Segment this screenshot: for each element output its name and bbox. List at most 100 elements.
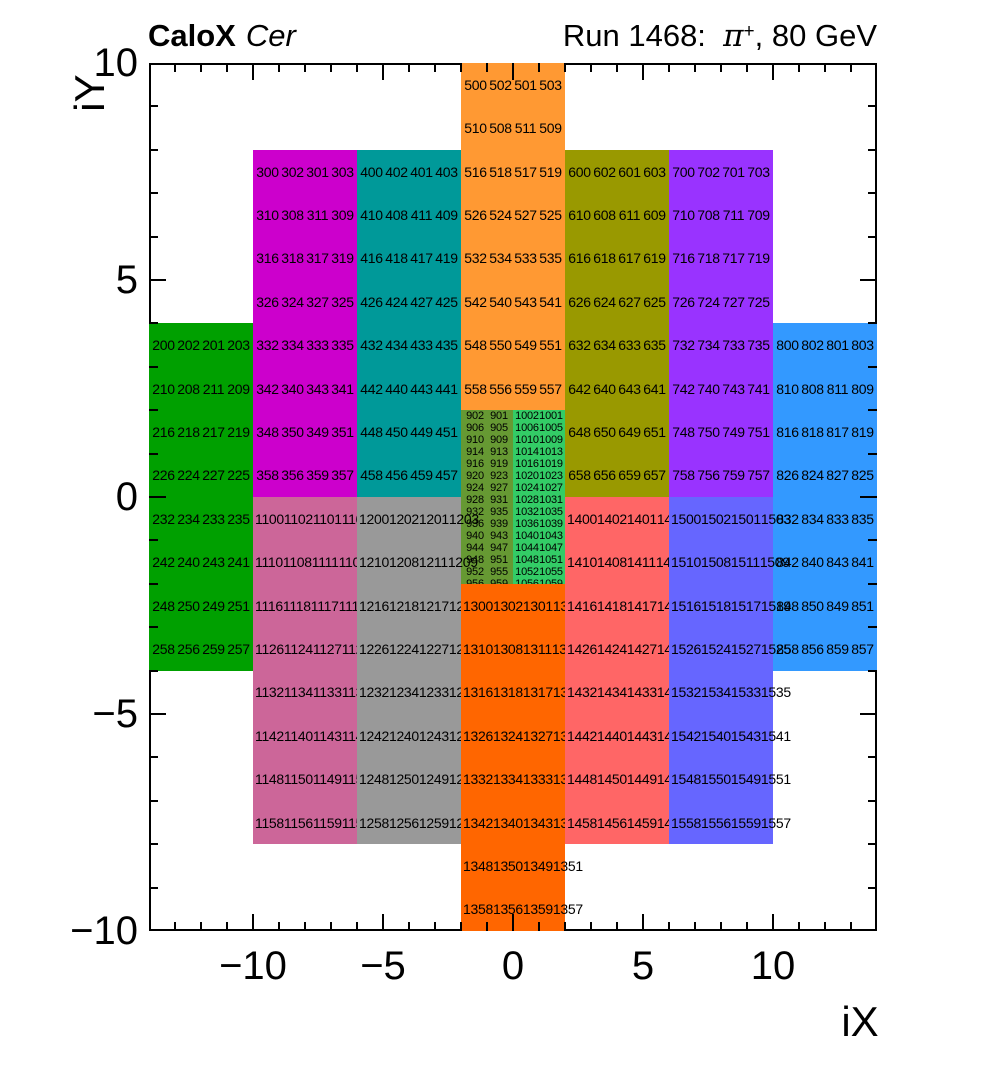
- channel-label: 1549: [730, 771, 761, 788]
- channel-label: 1052: [515, 566, 539, 579]
- x-minor-tick: [538, 922, 540, 931]
- cell-row: 526 524 527 525: [461, 193, 565, 236]
- channel-label: 733: [722, 337, 745, 354]
- channel-label: 1317: [522, 684, 553, 701]
- channel-label: 458: [360, 467, 383, 484]
- channel-label: 718: [697, 250, 720, 267]
- cell-row: 342 340 343 341: [253, 367, 357, 410]
- channel-label: 1433: [626, 684, 657, 701]
- channel-label: 725: [747, 293, 770, 310]
- channel-label: 916: [466, 458, 484, 471]
- channel-label: 1458: [567, 814, 597, 831]
- channel-label: 240: [177, 554, 200, 571]
- channel-label: 301: [306, 163, 329, 180]
- channel-label: 201: [202, 337, 225, 354]
- y-minor-tick-right: [868, 235, 877, 238]
- x-minor-tick: [720, 922, 722, 931]
- channel-label: 327: [306, 293, 329, 310]
- channel-label: 1511: [730, 554, 760, 571]
- channel-label: 1150: [283, 771, 313, 788]
- cell-row: 800 802 801 803: [773, 323, 877, 366]
- cell-row: 532 534 533 535: [461, 237, 565, 280]
- x-tick-label: −5: [360, 944, 406, 988]
- channel-label: 1110: [255, 554, 283, 571]
- channel-label: 1456: [596, 814, 627, 831]
- channel-label: 1418: [596, 597, 627, 614]
- channel-label: 726: [672, 293, 695, 310]
- channel-label: 906: [466, 422, 484, 435]
- channel-label: 434: [385, 337, 408, 354]
- channel-label: 424: [385, 293, 408, 310]
- cell-row: 1142114011431141: [253, 714, 371, 757]
- x-major-tick: [642, 914, 644, 931]
- channel-label: 216: [152, 423, 175, 440]
- cell-row: 732 734 733 735: [669, 323, 773, 366]
- channel-label: 928: [466, 494, 484, 507]
- cell-row: 1248125012491251: [357, 757, 479, 800]
- y-minor-tick-right: [868, 756, 877, 759]
- channel-label: 1525: [760, 640, 791, 657]
- cell-row: 928 931: [461, 494, 513, 506]
- channel-label: 850: [801, 597, 824, 614]
- y-minor-tick: [149, 582, 158, 585]
- channel-label: 1459: [626, 814, 657, 831]
- x-minor-tick: [434, 922, 436, 931]
- channel-label: 1333: [522, 771, 553, 788]
- channel-label: 944: [466, 542, 484, 555]
- channel-label: 1517: [730, 597, 761, 614]
- x-minor-tick: [174, 922, 176, 931]
- x-tick-label: −10: [219, 944, 287, 988]
- cell-row: 1358 1356 1359 1357: [461, 888, 583, 931]
- channel-label: 1551: [760, 771, 791, 788]
- x-minor-tick-top: [694, 63, 696, 72]
- channel-label: 326: [256, 293, 279, 310]
- channel-label: 340: [281, 380, 304, 397]
- region-purple: 700 702 701 703 710 708 711 709 716 718 717 719 726 7…: [669, 149, 773, 497]
- channel-label: 819: [851, 423, 874, 440]
- channel-label: 259: [202, 640, 225, 657]
- cell-row: 216 218 217 219: [149, 410, 253, 453]
- cell-row: 726 724 727 725: [669, 280, 773, 323]
- channel-label: 1124: [283, 640, 313, 657]
- y-minor-tick: [149, 192, 158, 195]
- x-minor-tick-top: [564, 63, 566, 72]
- region-orange-top: 500 502 501 503 510 508 511 509 516 518 517 519 526 5…: [461, 63, 565, 411]
- x-major-tick: [772, 914, 774, 931]
- cell-row: 1442144014431441: [565, 714, 687, 757]
- channel-label: 632: [568, 337, 591, 354]
- y-minor-tick: [149, 669, 158, 672]
- channel-label: 818: [801, 423, 824, 440]
- channel-label: 1443: [626, 727, 657, 744]
- x-minor-tick-top: [226, 63, 228, 72]
- cell-row: 1400140214011403: [565, 497, 687, 540]
- x-minor-tick: [746, 922, 748, 931]
- channel-label: 802: [801, 337, 824, 354]
- channel-label: 1031: [539, 494, 563, 507]
- channel-label: 1402: [596, 510, 627, 527]
- channel-label: 617: [618, 250, 641, 267]
- cell-row: 832 834 833 835: [773, 497, 877, 540]
- channel-label: 543: [514, 293, 537, 310]
- channel-label: 1556: [700, 814, 731, 831]
- cell-row: 448 450 449 451: [357, 410, 461, 453]
- channel-label: 409: [435, 206, 458, 223]
- cell-row: 920 923: [461, 470, 513, 482]
- channel-label: 500: [464, 76, 487, 93]
- channel-label: 859: [826, 640, 849, 657]
- channel-label: 724: [697, 293, 720, 310]
- channel-label: 703: [747, 163, 770, 180]
- channel-label: 1133: [312, 684, 342, 701]
- cell-row: 1052 1055: [513, 566, 565, 578]
- channel-label: 209: [227, 380, 250, 397]
- channel-label: 456: [385, 467, 408, 484]
- channel-label: 356: [281, 467, 304, 484]
- cell-row: 858 856 859 857: [773, 627, 877, 670]
- y-minor-tick: [149, 148, 158, 151]
- channel-label: 742: [672, 380, 695, 397]
- channel-label: 225: [227, 467, 250, 484]
- region-red: 1400140214011403141014081411140914161418…: [565, 497, 687, 845]
- channel-label: 440: [385, 380, 408, 397]
- channel-label: 634: [593, 337, 616, 354]
- x-minor-tick-top: [590, 63, 592, 72]
- cell-row: 542 540 543 541: [461, 280, 565, 323]
